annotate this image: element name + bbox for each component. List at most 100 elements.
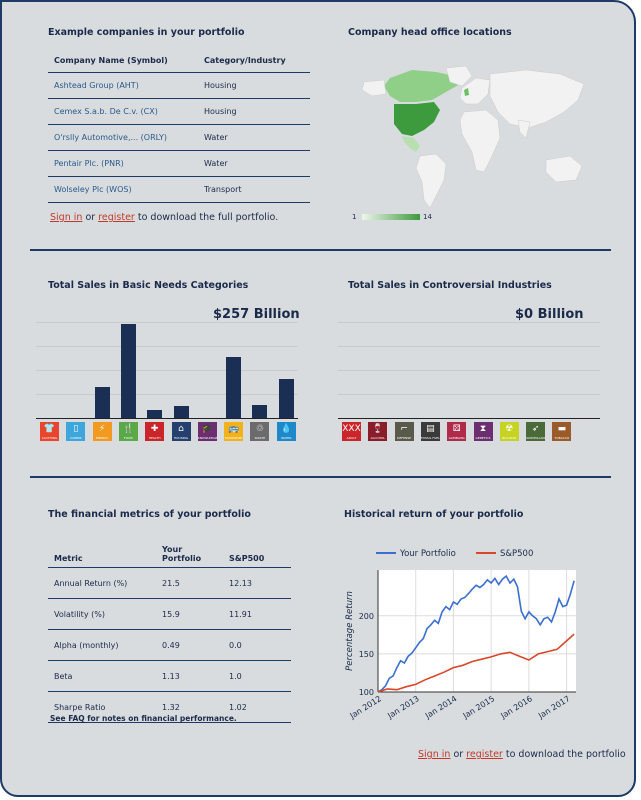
faq-note-suffix: for notes on financial performance.	[87, 714, 237, 723]
faq-link[interactable]: FAQ	[68, 714, 85, 723]
food-icon-label: FOOD	[124, 437, 133, 440]
transport-icon[interactable]: 🚌 TRANSPORT	[224, 422, 244, 441]
map-region-mexico	[402, 136, 420, 152]
controversial-baseline	[338, 418, 600, 419]
company-category: Housing	[204, 72, 310, 99]
world-map[interactable]	[350, 62, 590, 212]
housing-icon[interactable]: ⌂ HOUSING	[171, 422, 191, 441]
register-link[interactable]: register	[98, 212, 135, 223]
nuclear-icon-glyph: ☢	[505, 424, 514, 434]
controversial-title: Total Sales in Controversial Industries	[348, 280, 552, 291]
company-category: Transport	[204, 176, 310, 203]
map-region-canada	[384, 70, 460, 102]
history-sign-in-link[interactable]: Sign in	[418, 749, 451, 760]
defense-icon[interactable]: ⌐ DEFENSE	[394, 422, 414, 441]
company-name[interactable]: Pentair Plc. (PNR)	[48, 150, 204, 177]
map-legend-max: 14	[423, 213, 432, 221]
tobacco-icon[interactable]: ▬ TOBACCO	[552, 422, 572, 441]
company-name[interactable]: Wolseley Plc (WOS)	[48, 176, 204, 203]
companies-table: Company Name (Symbol) Category/Industry …	[48, 48, 310, 203]
basic-needs-bar-housing[interactable]	[173, 405, 189, 418]
clothing-icon-glyph: 👕	[43, 424, 56, 434]
housing-icon-glyph: ⌂	[178, 424, 184, 434]
map-region-greenland	[445, 65, 473, 87]
map-legend-min: 1	[352, 213, 357, 221]
metric-sp-value: 1.0	[228, 660, 291, 692]
companies-header-category: Category/Industry	[204, 48, 310, 73]
table-row: Pentair Plc. (PNR) Water	[48, 150, 310, 177]
faq-note: See FAQ for notes on financial performan…	[50, 714, 237, 723]
basic-needs-bar-health[interactable]	[147, 410, 163, 418]
map-region-asia	[489, 69, 585, 129]
food-icon[interactable]: 🍴 FOOD	[118, 422, 138, 441]
map-region-south-america	[415, 153, 447, 209]
nuclear-icon[interactable]: ☢ NUCLEAR	[499, 422, 519, 441]
section-divider-2	[30, 476, 611, 478]
fossil-fuel-icon[interactable]: ▤ FOSSIL FUEL	[420, 422, 440, 441]
basic-needs-bar-food[interactable]	[120, 323, 136, 418]
tobacco-icon-label: TOBACCO	[554, 437, 570, 440]
table-row: Alpha (monthly) 0.49 0.0	[48, 629, 291, 661]
history-register-link[interactable]: register	[466, 749, 503, 760]
clothing-icon[interactable]: 👕 CLOTHING	[40, 422, 59, 441]
map-region-usa	[394, 102, 440, 136]
metric-portfolio-value: 21.5	[161, 567, 228, 599]
controversial-gridline	[338, 346, 600, 347]
metrics-header-portfolio-line1: Your	[162, 545, 183, 554]
health-icon-glyph: ✚	[150, 424, 159, 434]
defense-icon-glyph: ⌐	[400, 424, 408, 434]
education-icon[interactable]: 🎓 KNOWLEDGE & EDU	[197, 422, 217, 441]
comms-icon-label: COMMS	[70, 437, 82, 440]
table-row: Wolseley Plc (WOS) Transport	[48, 176, 310, 203]
history-ylabel: Percentage Return	[345, 591, 355, 671]
company-name[interactable]: O'rslly Automotive,... (ORLY)	[48, 124, 204, 151]
basic-needs-bar-energy[interactable]	[94, 387, 110, 418]
map-region-australia	[545, 155, 583, 183]
metric-sp-value: 11.91	[228, 598, 291, 630]
table-row: Sharpe Ratio 1.32 1.02	[48, 691, 291, 723]
map-title: Company head office locations	[348, 27, 512, 38]
faq-note-prefix: See	[50, 714, 66, 723]
basic-needs-bar-waste[interactable]	[252, 404, 268, 418]
basic-needs-bar-water[interactable]	[278, 378, 294, 418]
history-ytick-label: 100	[359, 688, 374, 697]
education-icon-glyph: 🎓	[201, 424, 213, 434]
company-category: Housing	[204, 98, 310, 125]
surveillance-icon[interactable]: ➶ SURVEILLANCE	[526, 422, 546, 441]
company-category: Water	[204, 150, 310, 177]
metric-sp-value: 0.0	[228, 629, 291, 661]
metric-name: Sharpe Ratio	[48, 691, 161, 723]
metrics-header-portfolio: Your Portfolio	[161, 532, 228, 568]
controversial-gridline	[338, 322, 600, 323]
signin-or-text: or	[85, 212, 96, 223]
section-divider-1	[30, 249, 611, 251]
energy-icon[interactable]: ⚡ ENERGY	[92, 422, 112, 441]
energy-icon-glyph: ⚡	[98, 424, 106, 434]
company-name[interactable]: Ashtead Group (AHT)	[48, 72, 204, 99]
sign-in-link[interactable]: Sign in	[50, 212, 83, 223]
basic-needs-title: Total Sales in Basic Needs Categories	[48, 280, 249, 291]
alcohol-icon[interactable]: 🍷 ALCOHOL	[368, 422, 388, 441]
company-name[interactable]: Cemex S.a.b. De C.v. (CX)	[48, 98, 204, 125]
genetics-icon[interactable]: ⧗ GENETICS	[473, 422, 493, 441]
basic-needs-bar-transport[interactable]	[226, 356, 242, 418]
companies-header-name: Company Name (Symbol)	[48, 48, 204, 73]
basic-needs-gridline	[36, 370, 298, 371]
history-signin-or-text: or	[453, 749, 464, 760]
energy-icon-label: ENERGY	[96, 437, 109, 440]
comms-icon[interactable]: ▯ COMMS	[66, 422, 86, 441]
history-series-sp500	[377, 633, 575, 693]
history-series-portfolio	[377, 574, 575, 693]
metric-name: Volatility (%)	[48, 598, 161, 630]
transport-icon-glyph: 🚌	[227, 424, 240, 434]
health-icon[interactable]: ✚ HEALTH	[145, 422, 165, 441]
waste-icon[interactable]: ♲ WASTE	[250, 422, 270, 441]
gambling-icon[interactable]: ⚄ GAMBLING	[447, 422, 467, 441]
basic-needs-total: $257 Billion	[213, 307, 300, 322]
history-xtick-label: Jan 2013	[385, 694, 420, 721]
history-xtick-label: Jan 2016	[498, 694, 533, 721]
gambling-icon-label: GAMBLING	[448, 437, 465, 440]
adult-icon[interactable]: XXX ADULT	[342, 422, 361, 441]
water-icon[interactable]: 💧 WATER	[276, 422, 296, 441]
